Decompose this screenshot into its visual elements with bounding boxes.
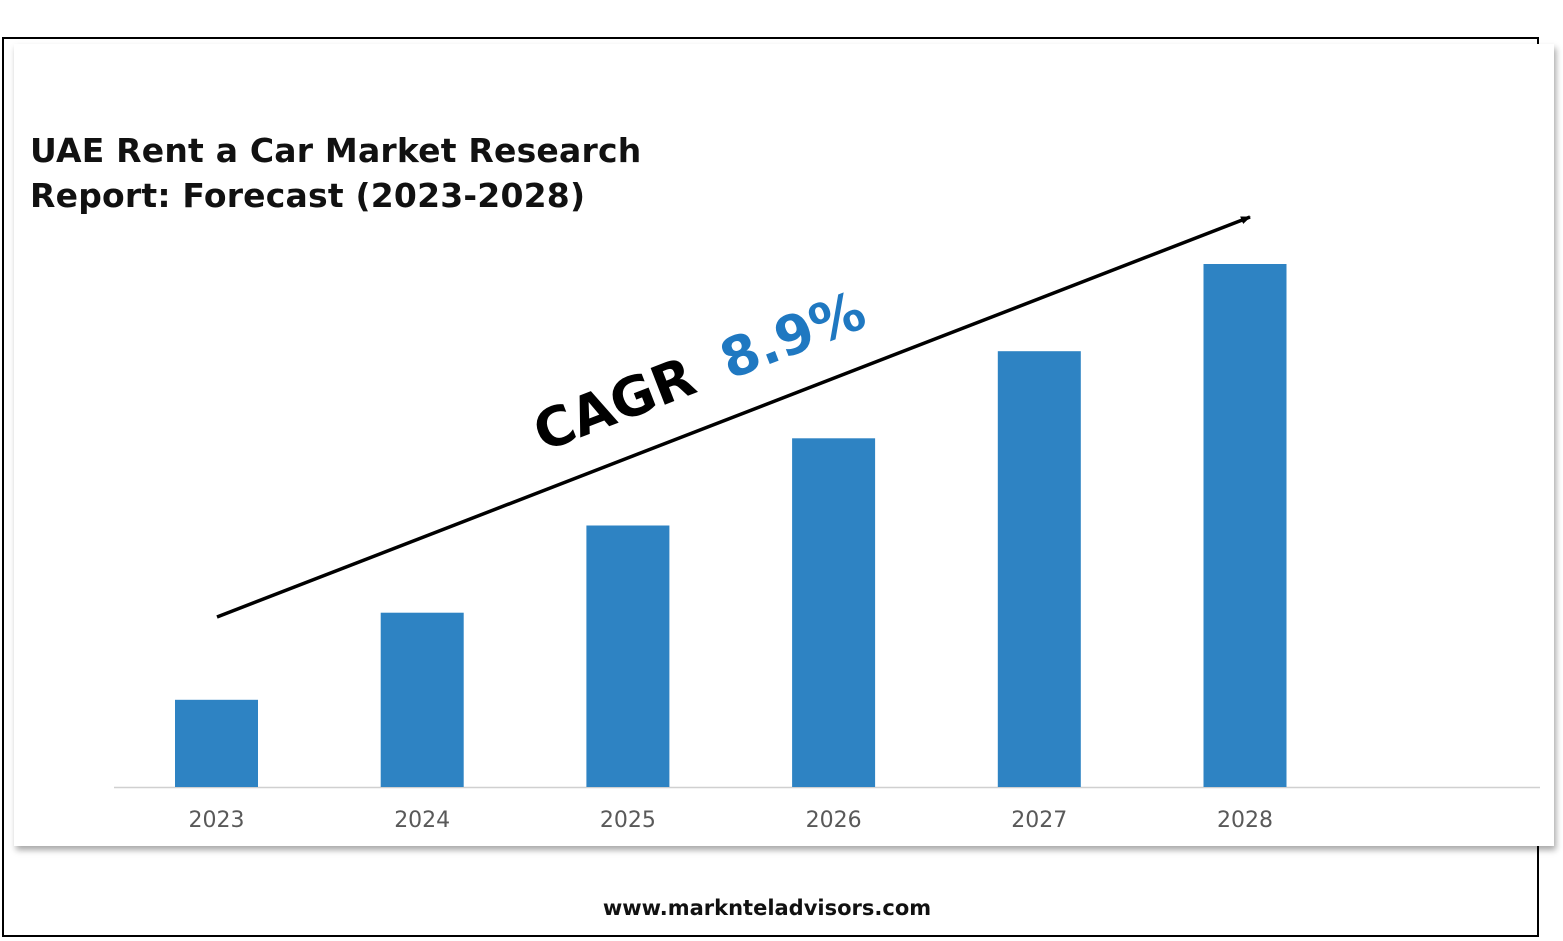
chart-title-line-2: Report: Forecast (2023-2028) xyxy=(30,176,586,215)
bar-2025 xyxy=(586,525,670,787)
x-tick-labels: 2023 2024 2025 2026 2027 2028 xyxy=(189,808,1274,833)
x-tick-label-2024: 2024 xyxy=(394,808,450,833)
chart-title: UAE Rent a Car Market Research Report: F… xyxy=(30,128,641,218)
bar-2028 xyxy=(1203,264,1287,787)
cagr-label: CAGR xyxy=(525,345,704,464)
chart-title-line-1: UAE Rent a Car Market Research xyxy=(30,131,642,170)
x-tick-label-2028: 2028 xyxy=(1217,808,1273,833)
chart-card xyxy=(14,44,1554,846)
cagr-value: 8.9% xyxy=(712,279,874,392)
trend-arrow xyxy=(216,215,1251,619)
x-tick-label-2025: 2025 xyxy=(600,808,656,833)
bars-group xyxy=(175,264,1287,787)
x-tick-label-2027: 2027 xyxy=(1011,808,1067,833)
cagr-annotation: CAGR 8.9% xyxy=(525,279,874,464)
bar-2027 xyxy=(997,351,1081,787)
x-tick-label-2026: 2026 xyxy=(806,808,862,833)
website-footer[interactable]: www.marknteladvisors.com xyxy=(602,896,932,920)
bar-2024 xyxy=(380,612,464,787)
bar-2023 xyxy=(175,699,258,787)
bar-2026 xyxy=(792,438,876,787)
x-tick-label-2023: 2023 xyxy=(189,808,245,833)
